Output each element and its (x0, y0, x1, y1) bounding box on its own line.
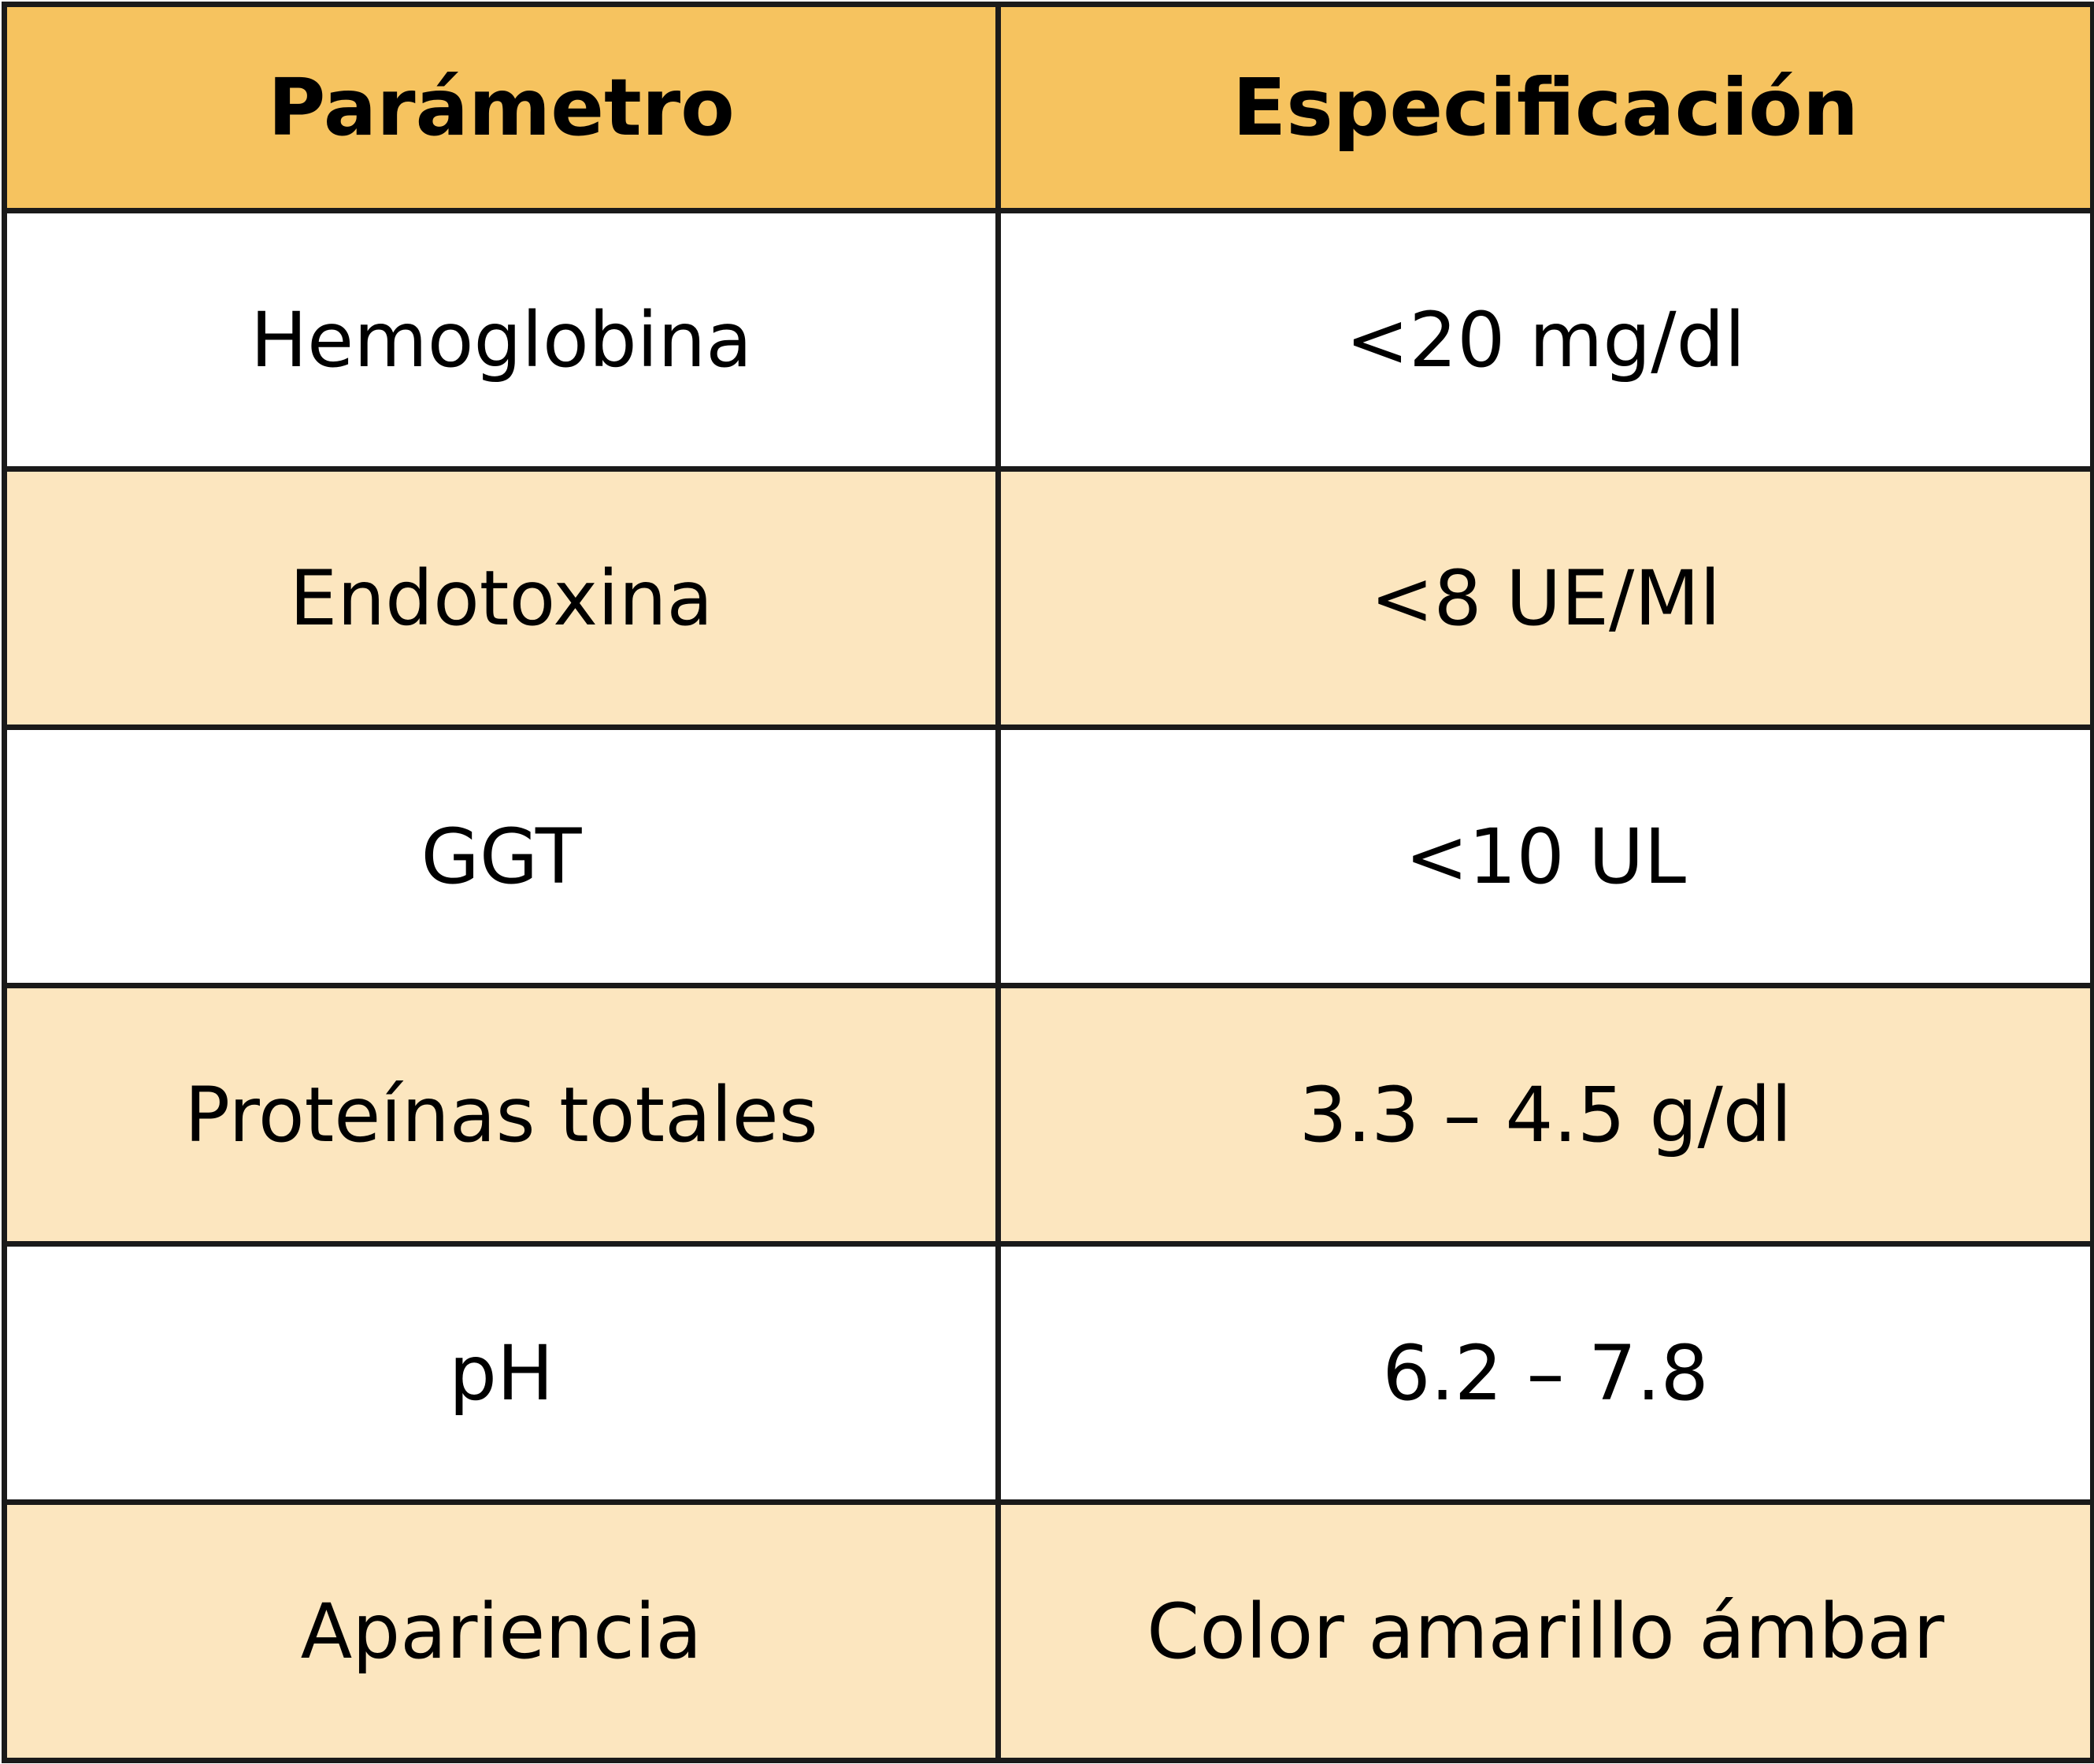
table-row: Endotoxina <8 UE/Ml (2, 466, 2094, 730)
header-parameter: Parámetro (2, 2, 1001, 213)
cell-specification: <20 mg/dl (995, 208, 2094, 472)
cell-specification: <10 UL (995, 724, 2094, 988)
table-header-row: Parámetro Especificación (2, 2, 2094, 213)
cell-specification: <8 UE/Ml (995, 466, 2094, 730)
cell-specification: 6.2 – 7.8 (995, 1241, 2094, 1505)
cell-specification: Color amarillo ámbar (995, 1499, 2094, 1763)
cell-specification: 3.3 – 4.5 g/dl (995, 983, 2094, 1247)
cell-parameter: pH (2, 1241, 1001, 1505)
cell-parameter: GGT (2, 724, 1001, 988)
cell-parameter: Apariencia (2, 1499, 1001, 1763)
table-row: Hemoglobina <20 mg/dl (2, 208, 2094, 472)
header-specification: Especificación (995, 2, 2094, 213)
cell-parameter: Proteínas totales (2, 983, 1001, 1247)
cell-parameter: Endotoxina (2, 466, 1001, 730)
table-row: GGT <10 UL (2, 724, 2094, 988)
table-row: pH 6.2 – 7.8 (2, 1241, 2094, 1505)
table-row: Apariencia Color amarillo ámbar (2, 1499, 2094, 1763)
table-row: Proteínas totales 3.3 – 4.5 g/dl (2, 983, 2094, 1247)
cell-parameter: Hemoglobina (2, 208, 1001, 472)
